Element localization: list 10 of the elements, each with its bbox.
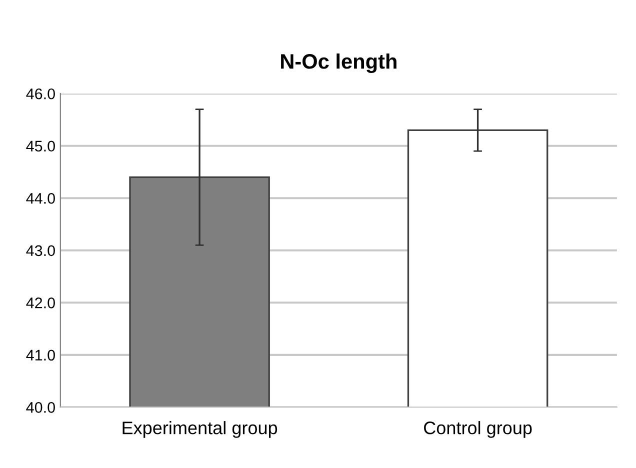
y-tick-label: 40.0 bbox=[26, 402, 55, 413]
x-tick-label: Experimental group bbox=[122, 421, 278, 438]
y-tick-label: 41.0 bbox=[26, 350, 55, 361]
chart-title: N-Oc length bbox=[281, 54, 396, 74]
y-tick-label: 43.0 bbox=[26, 245, 55, 256]
x-tick-label: Control group bbox=[424, 421, 532, 438]
y-tick-label: 46.0 bbox=[26, 88, 55, 100]
y-tick-label: 42.0 bbox=[26, 298, 55, 308]
y-tick-label: 45.0 bbox=[26, 140, 55, 152]
y-tick-label: 44.0 bbox=[26, 192, 55, 204]
